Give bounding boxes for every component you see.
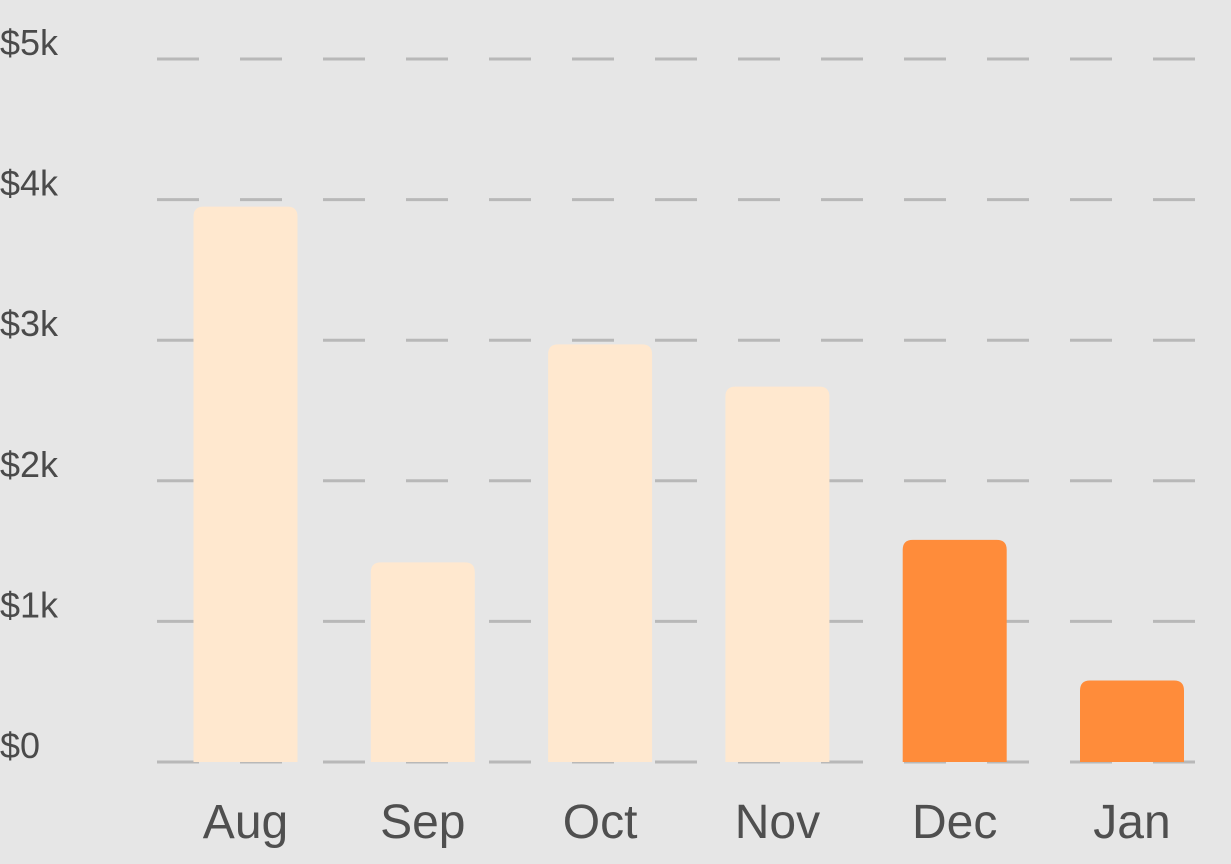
x-category-label: Nov <box>735 796 820 849</box>
x-category-label: Oct <box>563 796 638 849</box>
y-axis-tick-labels: $0 $1k $2k $3k $4k $5k <box>0 22 59 766</box>
bar-dec <box>902 539 1007 762</box>
y-tick-label: $4k <box>0 163 59 204</box>
bars <box>193 206 1184 762</box>
bar-oct <box>548 344 653 762</box>
bar-jan <box>1080 680 1184 762</box>
x-category-label: Dec <box>912 796 997 849</box>
y-tick-label: $5k <box>0 22 59 63</box>
y-tick-label: $1k <box>0 584 59 625</box>
x-category-label: Aug <box>203 796 288 849</box>
bar-sep <box>370 562 475 762</box>
x-category-label: Jan <box>1093 796 1170 849</box>
y-tick-label: $2k <box>0 444 59 485</box>
bar-nov <box>725 386 830 762</box>
bar-aug <box>193 206 298 762</box>
y-tick-label: $3k <box>0 303 59 344</box>
x-category-label: Sep <box>380 796 465 849</box>
gridlines <box>157 57 1231 764</box>
y-tick-label: $0 <box>0 725 40 766</box>
x-axis-category-labels: Aug Sep Oct Nov Dec Jan <box>203 796 1171 849</box>
